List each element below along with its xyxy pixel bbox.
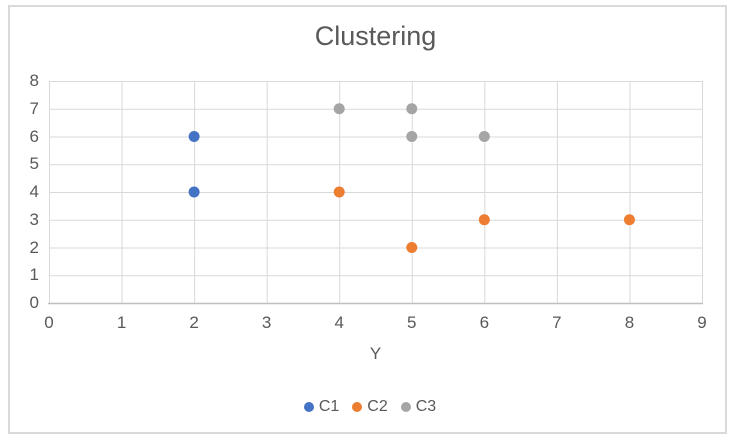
legend-marker-c2 [352,402,363,412]
x-tick-label: 6 [479,313,490,332]
data-point-c3 [333,103,345,115]
x-tick-label: 1 [116,313,127,332]
x-axis-title: Y [369,344,382,363]
data-point-c3 [406,103,418,115]
legend-item-c3: C3 [400,398,437,416]
data-point-c2 [623,214,635,226]
chart-title: Clustering [314,21,437,51]
legend-label-c3: C3 [415,398,437,415]
legend-marker-c1 [303,402,314,412]
y-tick-label: 4 [29,182,39,201]
data-point-c2 [333,186,345,198]
legend-item-c2: C2 [352,398,388,416]
x-tick-label: 5 [407,313,417,332]
legend: C1 C2 C3 [0,398,740,416]
legend-item-c1: C1 [303,398,340,416]
data-point-c3 [478,131,490,142]
legend-marker-c3 [400,402,411,412]
x-tick-label: 7 [552,313,562,332]
y-tick-label: 5 [29,154,39,174]
y-tick-label: 7 [29,98,39,118]
data-point-c2 [478,214,490,226]
data-point-c3 [406,131,418,142]
data-point-c2 [406,242,418,253]
chart-border-frame [8,5,727,434]
y-tick-label: 6 [29,126,39,146]
data-point-c1 [188,186,200,198]
x-tick-label: 4 [334,313,344,332]
x-tick-label: 8 [624,313,635,332]
data-point-c1 [188,131,200,142]
y-tick-label: 0 [29,293,39,312]
y-tick-label: 2 [29,237,39,257]
legend-label-c2: C2 [367,398,388,415]
y-tick-label: 1 [29,265,39,285]
legend-label-c1: C1 [318,398,340,415]
x-tick-label: 0 [44,313,54,332]
x-tick-label: 2 [189,313,199,332]
x-tick-label: 3 [261,313,272,332]
y-tick-label: 3 [29,209,39,229]
x-tick-label: 9 [697,313,707,332]
y-tick-label: 8 [29,71,39,90]
